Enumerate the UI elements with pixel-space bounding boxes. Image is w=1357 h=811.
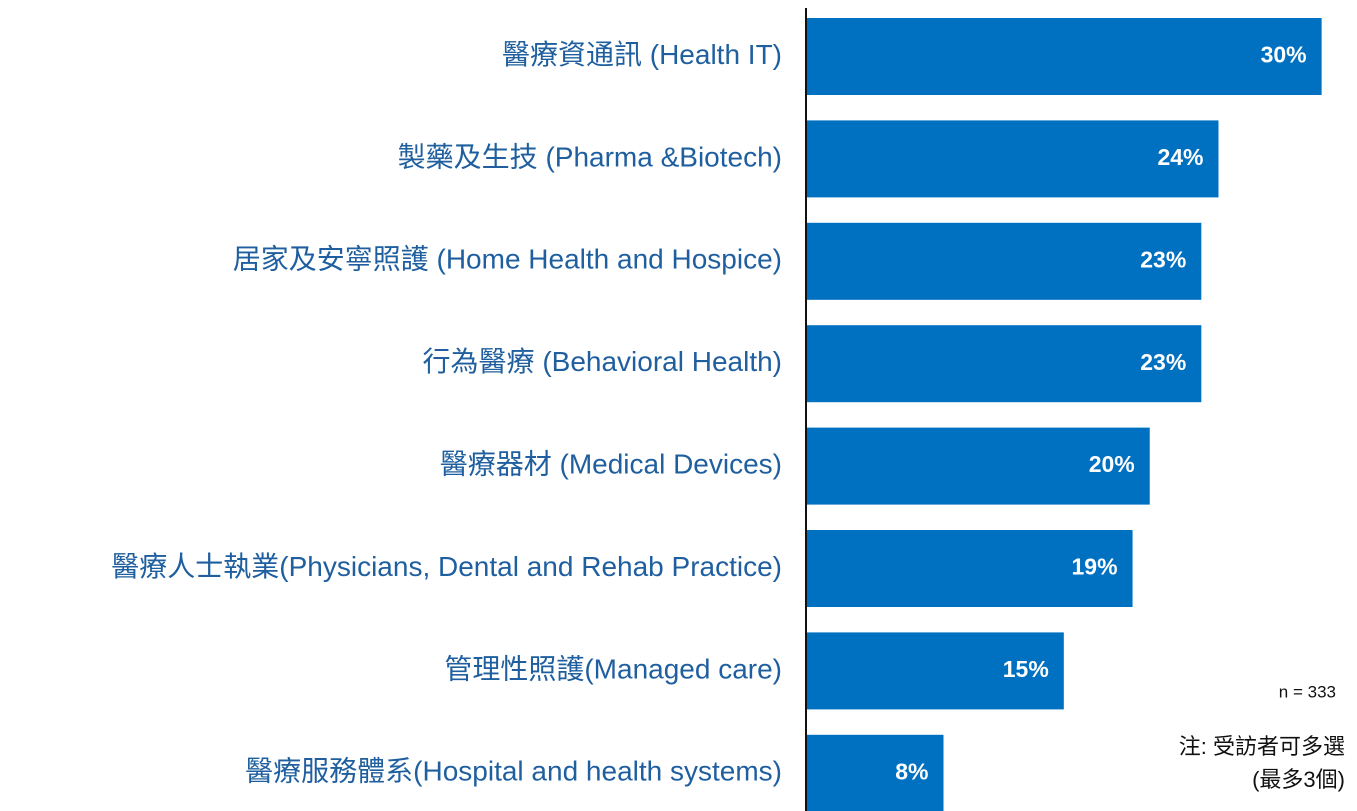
value-label: 23% [1140, 349, 1186, 375]
annotation: n = 333 [1279, 682, 1336, 701]
category-label: 醫療器材 (Medical Devices) [440, 448, 782, 479]
value-label: 30% [1261, 42, 1307, 68]
bar [806, 530, 1133, 607]
category-label: 居家及安寧照護 (Home Health and Hospice) [233, 244, 782, 275]
bar [806, 120, 1219, 198]
annotation: (最多3個) [1252, 767, 1345, 792]
category-label: 管理性照護(Managed care) [444, 653, 782, 684]
value-label: 15% [1003, 656, 1049, 682]
value-label: 19% [1072, 554, 1118, 580]
bar [806, 325, 1202, 403]
value-label: 23% [1140, 246, 1186, 272]
value-label: 24% [1157, 144, 1203, 170]
value-label: 20% [1089, 451, 1135, 477]
bar [806, 18, 1322, 95]
bar [806, 632, 1064, 710]
annotation: 注: 受訪者可多選 [1179, 734, 1345, 759]
bar [806, 427, 1150, 505]
category-label: 醫療人士執業(Physicians, Dental and Rehab Prac… [111, 551, 782, 582]
category-label: 醫療服務體系(Hospital and health systems) [245, 756, 782, 787]
bar [806, 734, 944, 811]
category-label: 製藥及生技 (Pharma &Biotech) [398, 141, 782, 172]
bar [806, 222, 1202, 300]
value-label: 8% [895, 758, 928, 784]
category-label: 醫療資通訊 (Health IT) [502, 39, 782, 70]
category-label: 行為醫療 (Behavioral Health) [423, 346, 782, 377]
